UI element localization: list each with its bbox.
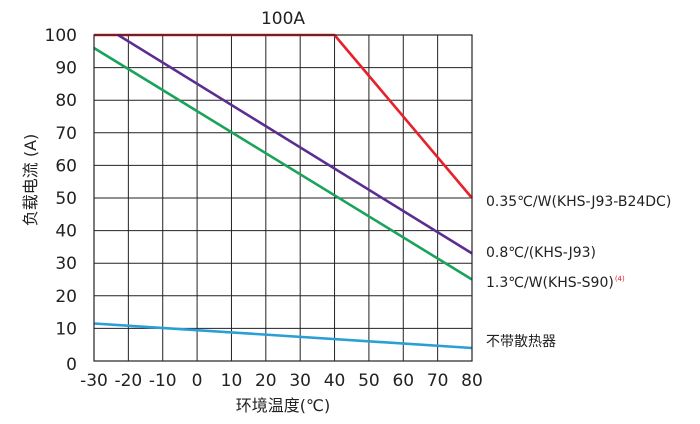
x-tick-label: -10 <box>149 371 177 391</box>
y-tick-label: 90 <box>55 59 77 79</box>
series-line-2 <box>117 33 473 255</box>
series-lines <box>93 33 473 350</box>
x-tick-label: 40 <box>324 371 346 391</box>
y-axis-title: 负载电流 (A) <box>21 134 40 227</box>
y-tick-label: 30 <box>55 254 77 274</box>
x-tick-label: -30 <box>80 371 108 391</box>
series-footnote-marker: (4) <box>615 275 625 283</box>
y-tick-label: 100 <box>45 26 77 46</box>
series-line-4 <box>93 322 473 350</box>
series-label-2: 0.8℃/(KHS-J93) <box>486 245 596 261</box>
tick-labels: -30 -20 -10 0 10 20 30 40 50 60 70 80 0 10 20 30 40 50 60 7… <box>45 26 483 391</box>
series-labels: 0.35℃/W(KHS-J93-B24DC) 0.8℃/(KHS-J93) 1.3℃… <box>486 194 671 350</box>
y-tick-label: 40 <box>55 222 77 242</box>
plot-frame <box>93 34 473 362</box>
x-tick-label: 50 <box>358 371 380 391</box>
series-label-4: 不带散热器 <box>486 334 556 350</box>
x-tick-label: 70 <box>427 371 449 391</box>
y-tick-label: 10 <box>55 319 77 339</box>
series-label-3: 1.3℃/W(KHS-S90) <box>486 275 614 291</box>
chart-title: 100A <box>261 9 305 29</box>
series-label-1: 0.35℃/W(KHS-J93-B24DC) <box>486 194 671 210</box>
x-tick-label: 30 <box>289 371 311 391</box>
y-tick-label: 60 <box>55 156 77 176</box>
y-tick-label: 20 <box>55 287 77 307</box>
y-tick-label: 0 <box>66 355 77 375</box>
series-line-3 <box>93 46 473 281</box>
y-tick-label: 50 <box>55 189 77 209</box>
x-tick-label: 20 <box>255 371 277 391</box>
x-tick-label: 10 <box>221 371 243 391</box>
x-tick-label: 60 <box>392 371 414 391</box>
y-tick-label: 80 <box>55 91 77 111</box>
x-tick-label: 0 <box>192 371 203 391</box>
series-line-1 <box>94 33 473 199</box>
y-tick-label: 70 <box>55 124 77 144</box>
x-axis-title: 环境温度(℃) <box>236 396 330 415</box>
x-tick-label: -20 <box>114 371 142 391</box>
x-tick-label: 80 <box>461 371 483 391</box>
